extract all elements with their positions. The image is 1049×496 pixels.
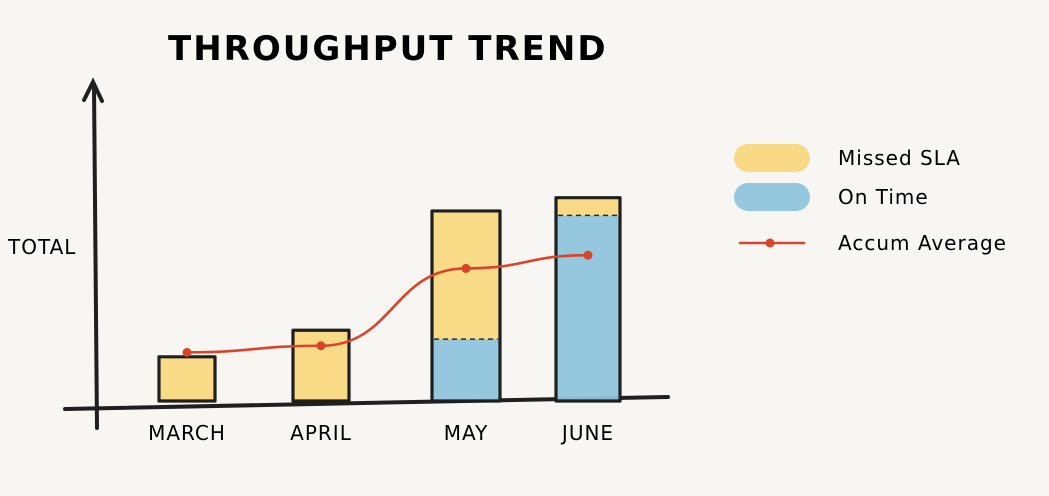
y-axis-label: TOTAL xyxy=(7,235,76,259)
bar-on-time-june xyxy=(556,215,620,401)
x-tick-label-may: MAY xyxy=(444,421,489,445)
legend-swatch-dot-accum-average xyxy=(765,238,775,248)
bar-missed-sla-may xyxy=(432,210,500,340)
legend-swatch-on-time xyxy=(734,183,810,211)
bar-missed-sla-march xyxy=(159,356,215,401)
category-labels: MARCH APRIL MAY JUNE xyxy=(148,421,614,445)
legend-label-missed-sla: Missed SLA xyxy=(838,146,961,170)
accum-average-line xyxy=(185,253,590,354)
bar-missed-sla-june xyxy=(556,197,620,216)
bar-outline-june xyxy=(554,196,622,403)
chart-title: THROUGHPUT TREND xyxy=(168,29,608,69)
y-axis xyxy=(92,84,99,430)
x-tick-label-april: APRIL xyxy=(290,421,352,445)
accum-average-point-june xyxy=(583,250,593,260)
bar-on-time-may xyxy=(432,339,500,401)
x-tick-label-june: JUNE xyxy=(560,421,614,445)
bar-outline-april xyxy=(291,328,351,403)
legend: Missed SLA On Time Accum Average xyxy=(734,144,1007,255)
legend-label-accum-average: Accum Average xyxy=(838,231,1007,255)
bar-outline-may xyxy=(430,209,502,403)
average-line-layer xyxy=(182,250,593,357)
legend-label-on-time: On Time xyxy=(838,185,929,209)
accum-average-point-may xyxy=(461,263,471,273)
accum-average-point-april xyxy=(316,341,326,351)
x-tick-label-march: MARCH xyxy=(148,421,226,445)
y-axis-arrow xyxy=(82,77,104,103)
accum-average-point-march xyxy=(182,347,192,357)
bar-missed-sla-april xyxy=(293,330,349,401)
bar-group xyxy=(157,196,622,403)
legend-swatch-missed-sla xyxy=(734,144,810,172)
